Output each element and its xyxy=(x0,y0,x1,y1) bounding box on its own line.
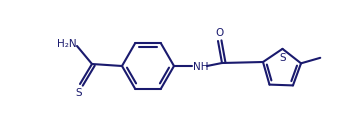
Text: O: O xyxy=(216,28,224,38)
Text: S: S xyxy=(76,88,82,98)
Text: NH: NH xyxy=(193,62,209,72)
Text: S: S xyxy=(279,53,286,63)
Text: H₂N: H₂N xyxy=(57,39,77,49)
